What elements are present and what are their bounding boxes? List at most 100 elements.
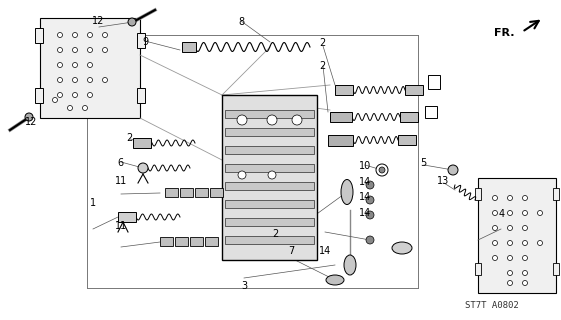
Circle shape [522, 281, 527, 285]
Bar [225, 128, 314, 136]
Bar [475, 188, 481, 200]
Circle shape [366, 211, 374, 219]
Bar [190, 237, 203, 246]
Bar [225, 110, 314, 118]
Bar [400, 112, 418, 122]
Circle shape [267, 115, 277, 125]
Bar [225, 146, 314, 154]
Ellipse shape [392, 242, 412, 254]
Circle shape [88, 47, 93, 52]
Circle shape [379, 167, 385, 173]
Ellipse shape [341, 180, 353, 204]
Circle shape [508, 270, 513, 276]
Circle shape [57, 77, 62, 83]
Text: 14: 14 [358, 177, 371, 188]
Circle shape [57, 92, 62, 98]
Text: 2: 2 [319, 60, 326, 71]
Circle shape [508, 241, 513, 245]
Circle shape [103, 33, 108, 37]
Circle shape [366, 196, 374, 204]
Circle shape [522, 211, 527, 215]
Circle shape [72, 77, 77, 83]
Circle shape [53, 98, 57, 102]
Bar [35, 28, 43, 43]
Circle shape [103, 77, 108, 83]
Bar [160, 237, 173, 246]
Circle shape [25, 113, 33, 121]
Bar [553, 263, 559, 275]
Circle shape [493, 211, 498, 215]
Circle shape [88, 33, 93, 37]
Bar [35, 88, 43, 103]
Circle shape [57, 33, 62, 37]
Circle shape [82, 106, 88, 110]
Bar [137, 33, 145, 48]
Circle shape [292, 115, 302, 125]
Circle shape [72, 92, 77, 98]
Circle shape [537, 211, 542, 215]
Circle shape [493, 241, 498, 245]
Circle shape [448, 165, 458, 175]
Bar [425, 106, 437, 118]
Bar [553, 188, 559, 200]
Bar [180, 188, 193, 197]
Circle shape [376, 164, 388, 176]
Text: 10: 10 [358, 161, 371, 172]
Circle shape [522, 270, 527, 276]
Text: 14: 14 [319, 246, 332, 256]
Bar [225, 218, 314, 226]
Circle shape [103, 47, 108, 52]
Bar [40, 18, 140, 118]
Ellipse shape [326, 275, 344, 285]
Bar [210, 188, 223, 197]
Bar [165, 188, 178, 197]
Circle shape [366, 236, 374, 244]
Circle shape [72, 47, 77, 52]
Text: 2: 2 [272, 228, 278, 239]
Text: FR.: FR. [494, 28, 515, 38]
Circle shape [493, 196, 498, 201]
Bar [222, 95, 317, 260]
Circle shape [88, 92, 93, 98]
Circle shape [537, 241, 542, 245]
Circle shape [138, 163, 148, 173]
Bar [478, 178, 556, 293]
Bar [330, 112, 352, 122]
Text: 14: 14 [358, 192, 371, 202]
Text: 1: 1 [90, 198, 95, 208]
Bar [137, 88, 145, 103]
Text: 12: 12 [92, 16, 104, 26]
Text: 13: 13 [437, 176, 449, 186]
Circle shape [522, 226, 527, 230]
Circle shape [493, 255, 498, 260]
Ellipse shape [344, 255, 356, 275]
Circle shape [508, 226, 513, 230]
Bar [175, 237, 188, 246]
Bar [328, 135, 353, 146]
Text: 2: 2 [126, 132, 132, 143]
Text: 8: 8 [238, 17, 244, 28]
Circle shape [57, 62, 62, 68]
Text: 3: 3 [241, 281, 247, 292]
Bar [475, 263, 481, 275]
Text: 6: 6 [118, 158, 123, 168]
Circle shape [128, 18, 136, 26]
Circle shape [238, 171, 246, 179]
Circle shape [522, 255, 527, 260]
Text: 4: 4 [499, 209, 505, 220]
Bar [405, 85, 423, 95]
Text: 11: 11 [114, 176, 127, 186]
Bar [225, 200, 314, 208]
Bar [133, 138, 151, 148]
Circle shape [508, 211, 513, 215]
Circle shape [268, 171, 276, 179]
Text: 7: 7 [288, 246, 295, 256]
Text: 9: 9 [143, 36, 149, 47]
Circle shape [522, 241, 527, 245]
Bar [182, 42, 196, 52]
Text: 5: 5 [420, 158, 427, 168]
Circle shape [57, 47, 62, 52]
Bar [118, 212, 136, 222]
Text: 11: 11 [114, 220, 127, 231]
Text: 12: 12 [25, 116, 37, 127]
